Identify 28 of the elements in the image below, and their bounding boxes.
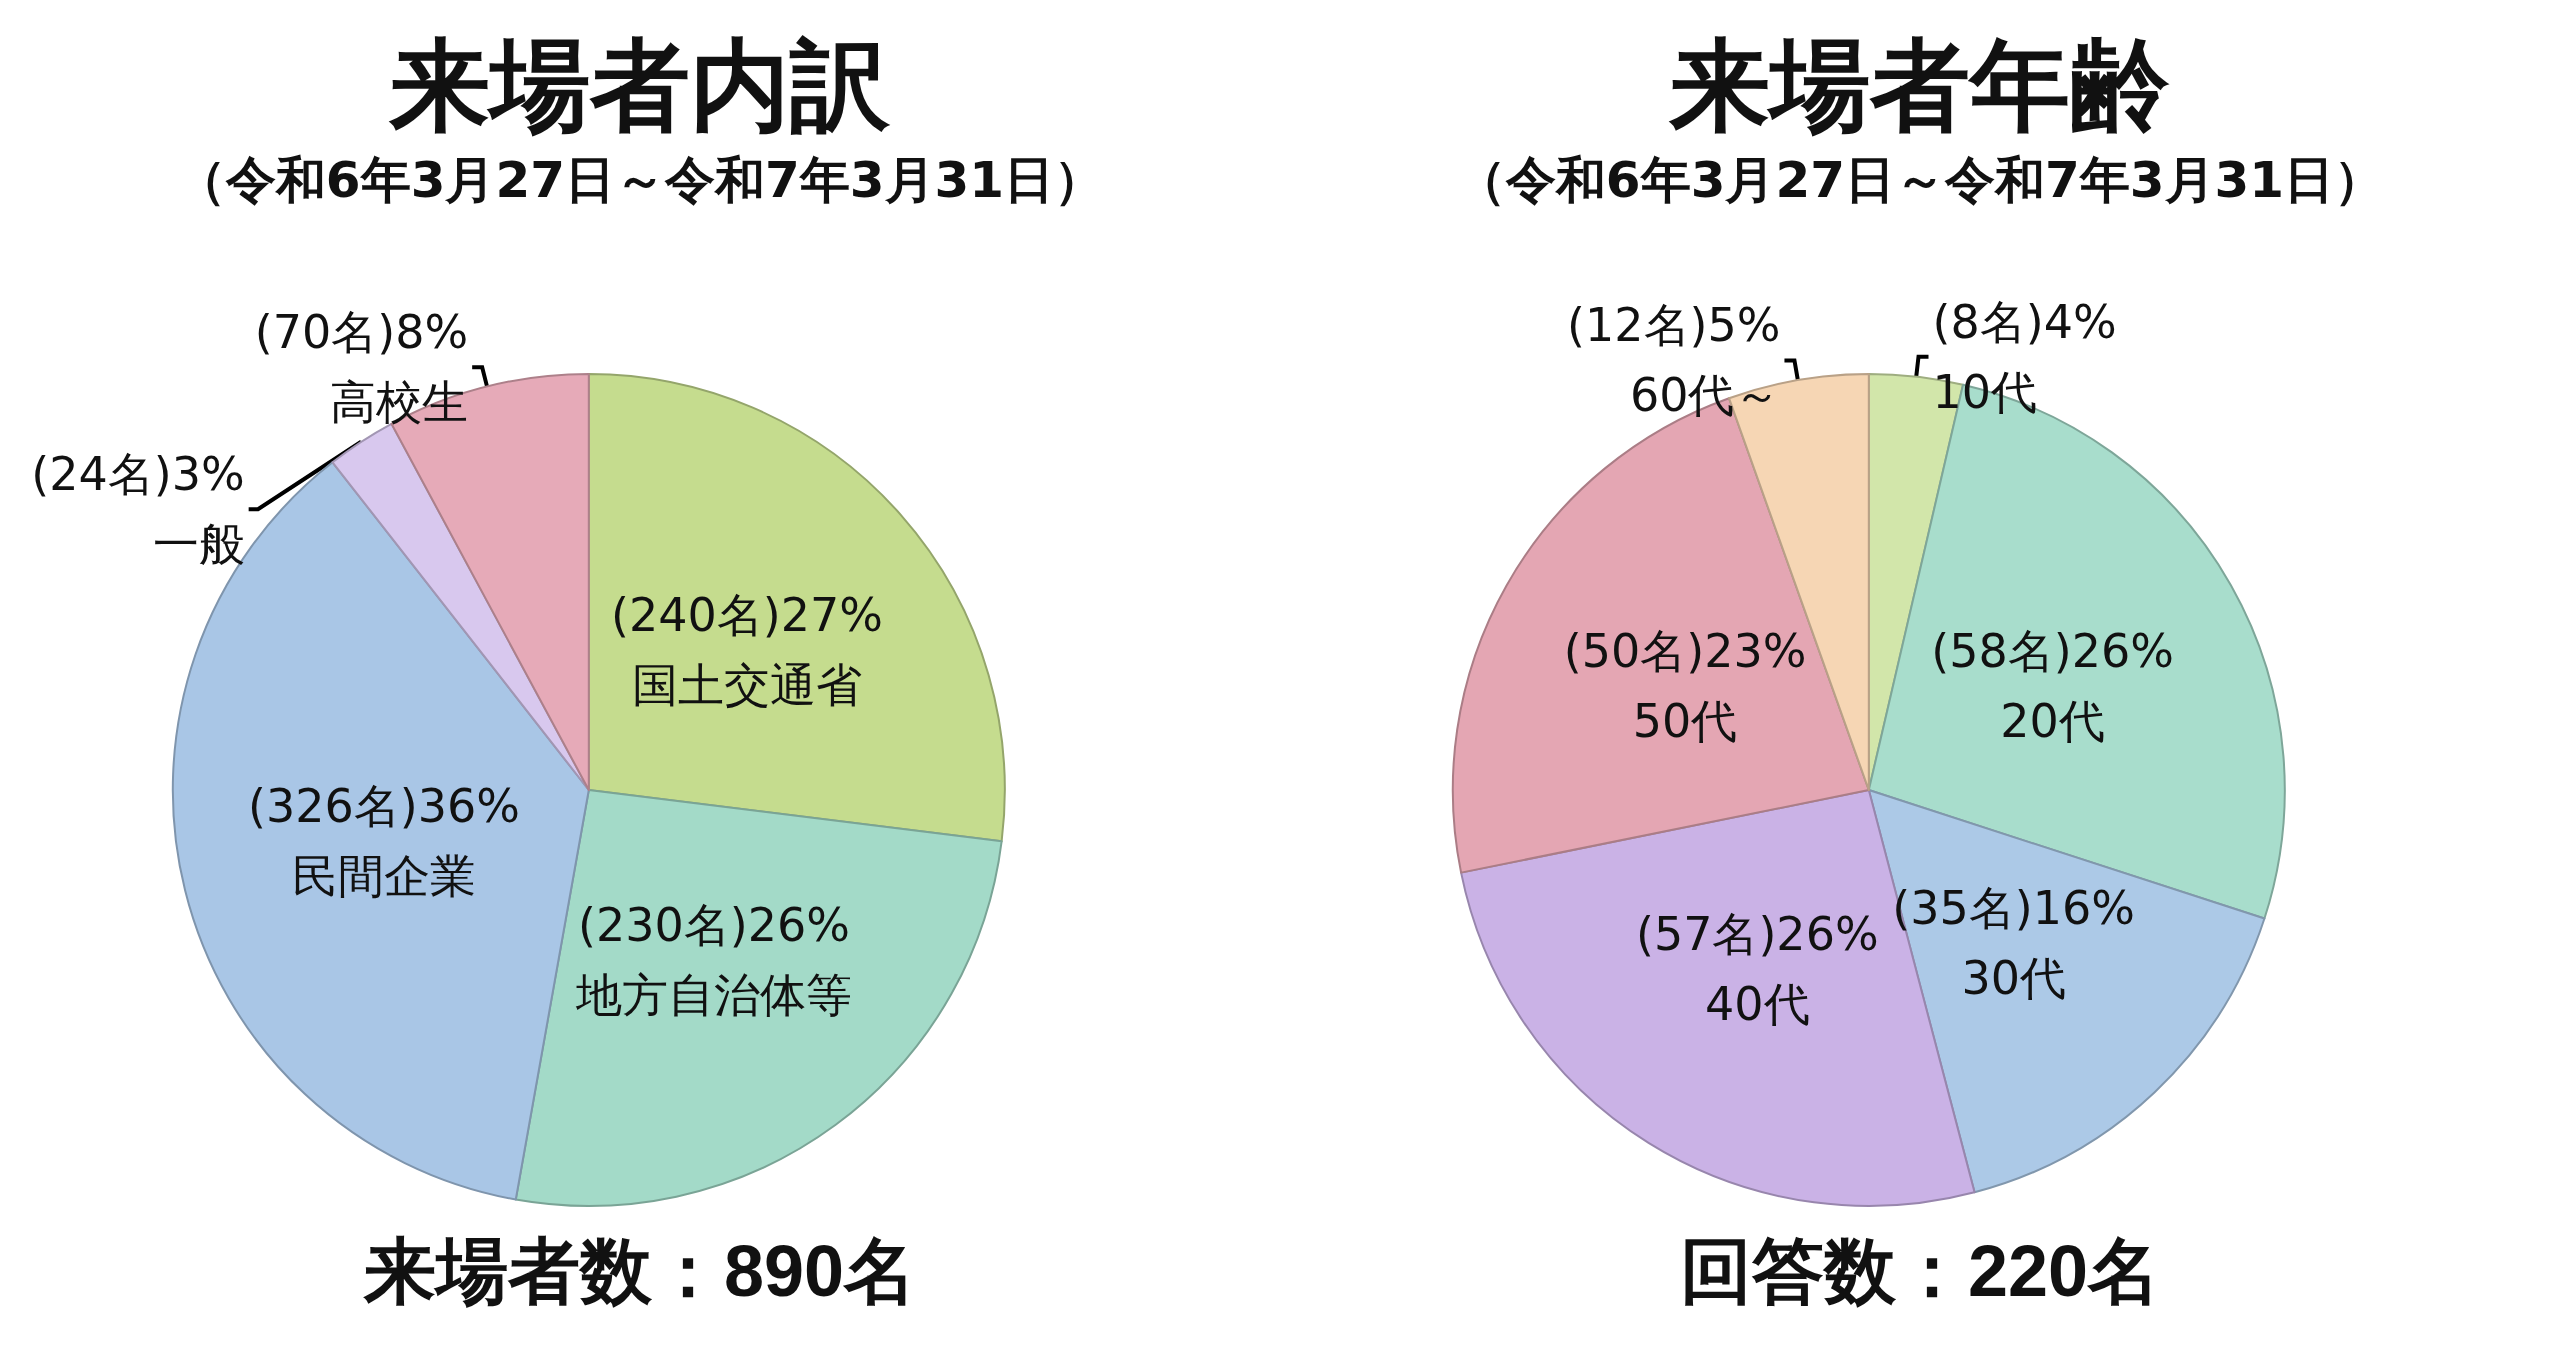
slice-label: 60代～ [1629, 368, 1781, 423]
slice-label: 民間企業 [292, 848, 477, 903]
data-label: (12名)5% [1567, 298, 1781, 353]
text: 回答数：220名 [1679, 1231, 2161, 1311]
slice-label: 50代 [1632, 694, 1738, 749]
slice-label: 一般 [152, 517, 245, 572]
slice-label: 20代 [2000, 694, 2105, 749]
slice-label: 40代 [1705, 977, 1810, 1032]
slice-label: 高校生 [330, 375, 469, 430]
data-label: (24名)3% [31, 447, 245, 502]
data-label: (50名)23% [1563, 624, 1807, 679]
slice-label: 10代 [1932, 364, 2038, 419]
slice-label: 30代 [1961, 951, 2066, 1006]
chart-subtitle: （令和6年3月27日～令和7年3月31日） [1455, 151, 2385, 209]
data-label: (57名)26% [1635, 907, 1879, 962]
chart-subtitle: （令和6年3月27日～令和7年3月31日） [175, 151, 1105, 209]
chart-title: 来場者年齢 [1668, 26, 2170, 144]
data-label: (240名)27% [610, 588, 883, 643]
text: 来場者数：890名 [362, 1231, 917, 1311]
data-label: (230名)26% [578, 897, 850, 952]
chart-title: 来場者内訳 [388, 26, 891, 144]
slice-label: 国土交通省 [631, 658, 862, 713]
data-label: (326名)36% [248, 778, 520, 833]
data-label: (58名)26% [1931, 624, 2174, 679]
data-label: (70名)8% [254, 305, 469, 360]
data-label: (35名)16% [1892, 881, 2136, 936]
data-label: (8名)4% [1932, 294, 2117, 349]
slice-label: 地方自治体等 [575, 967, 853, 1022]
